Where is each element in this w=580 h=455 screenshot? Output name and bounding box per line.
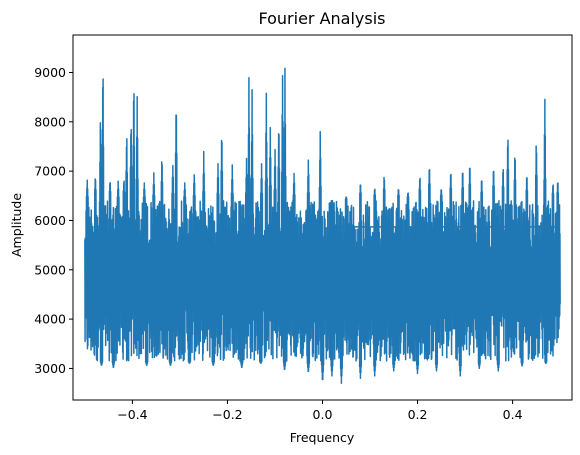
x-axis-label: Frequency xyxy=(290,430,355,445)
y-tick-label: 3000 xyxy=(34,361,66,376)
x-tick-label: 0.2 xyxy=(408,407,428,422)
y-tick-label: 4000 xyxy=(34,312,66,327)
x-tick-label: 0.4 xyxy=(503,407,523,422)
x-tick-label: −0.2 xyxy=(212,407,242,422)
x-axis: −0.4 −0.2 0.0 0.2 0.4 xyxy=(117,400,523,422)
y-tick-label: 9000 xyxy=(34,65,66,80)
x-tick-label: −0.4 xyxy=(117,407,147,422)
y-tick-label: 8000 xyxy=(34,114,66,129)
amplitude-series-line xyxy=(84,67,561,384)
y-tick-label: 5000 xyxy=(34,262,66,277)
chart-title: Fourier Analysis xyxy=(258,9,385,28)
y-tick-label: 7000 xyxy=(34,164,66,179)
x-tick-label: 0.0 xyxy=(313,407,333,422)
y-axis: 3000 4000 5000 6000 7000 8000 9000 xyxy=(34,65,73,376)
y-tick-label: 6000 xyxy=(34,213,66,228)
y-axis-label: Amplitude xyxy=(9,193,24,257)
series-layer xyxy=(84,67,561,384)
